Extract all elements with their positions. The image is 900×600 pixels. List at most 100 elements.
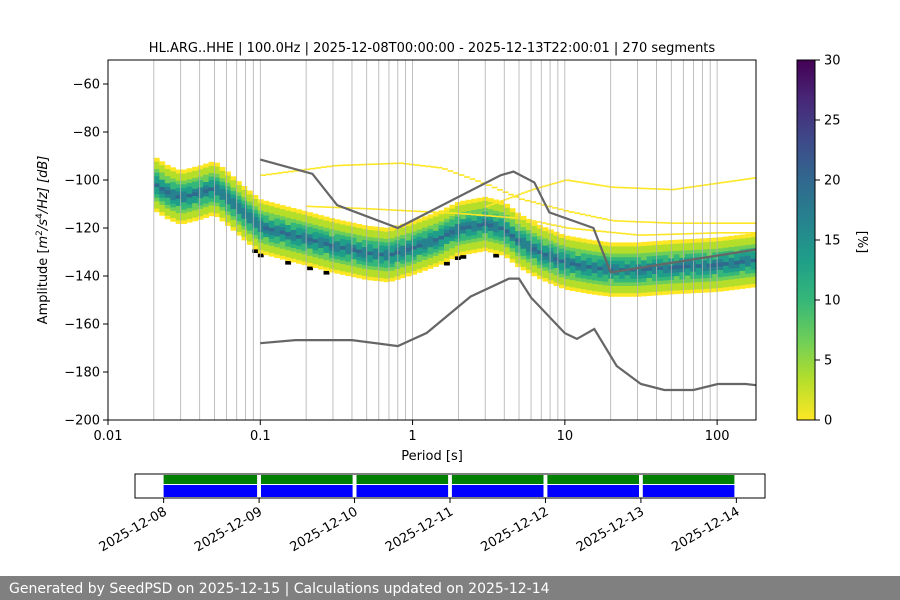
heatmap-cell — [301, 221, 308, 226]
heatmap-cell — [181, 216, 188, 221]
heatmap-cell — [367, 243, 374, 248]
heatmap-cell — [436, 211, 442, 214]
heatmap-cell — [186, 204, 193, 209]
heatmap-cell — [571, 227, 577, 230]
heatmap-cell — [181, 194, 188, 199]
heatmap-cell — [405, 254, 412, 259]
heatmap-cell — [564, 286, 571, 291]
heatmap-cell — [230, 194, 237, 199]
x-axis-label: Period [s] — [401, 449, 463, 464]
heatmap-cell — [290, 247, 297, 252]
heatmap-cell — [312, 235, 319, 240]
heatmap-cell — [386, 162, 393, 165]
heatmap-cell — [361, 268, 368, 273]
heatmap-cell — [515, 219, 522, 224]
heatmap-cell — [566, 179, 570, 182]
heatmap-cell — [443, 250, 450, 255]
heatmap-cell — [465, 203, 472, 208]
heatmap-cell — [378, 255, 385, 260]
heatmap-cell — [263, 211, 270, 216]
heatmap-cell — [181, 191, 188, 196]
heatmap-cell — [346, 207, 352, 209]
heatmap-cell — [650, 187, 655, 190]
heatmap-cell — [644, 187, 648, 190]
heatmap-cell — [334, 251, 341, 256]
heatmap-cell — [263, 200, 270, 205]
heatmap-cell — [383, 274, 390, 279]
heatmap-cell — [208, 176, 215, 181]
heatmap-cell — [597, 287, 604, 292]
heatmap-cell — [214, 184, 220, 189]
heatmap-cell — [553, 238, 560, 243]
heatmap-cell — [575, 248, 582, 253]
heatmap-cell — [329, 250, 335, 255]
heatmap-cell — [651, 277, 658, 282]
heatmap-cell — [367, 269, 374, 274]
heatmap-cell — [329, 261, 335, 266]
heatmap-cell — [364, 163, 371, 166]
heatmap-cell — [164, 172, 171, 177]
heatmap-cell — [225, 182, 231, 187]
heatmap-cell — [257, 224, 264, 229]
coverage-available-bar — [261, 475, 353, 484]
heatmap-cell — [526, 254, 532, 259]
heatmap-cell — [416, 236, 423, 241]
heatmap-cell — [329, 218, 335, 223]
heatmap-cell — [186, 218, 193, 223]
heatmap-cell — [686, 186, 691, 189]
heatmap-cell — [533, 188, 537, 190]
heatmap-cell — [164, 208, 171, 213]
heatmap-cell — [257, 199, 264, 204]
heatmap-cell — [712, 277, 719, 282]
heatmap-cell — [460, 200, 467, 205]
heatmap-cell — [553, 278, 560, 283]
heatmap-cell — [531, 229, 538, 234]
heatmap-cell — [378, 263, 385, 268]
heatmap-cell — [597, 284, 604, 289]
heatmap-cell — [411, 267, 417, 272]
heatmap-cell — [613, 246, 620, 250]
heatmap-cell — [750, 258, 757, 263]
heatmap-cell — [608, 264, 615, 268]
heatmap-cell — [651, 280, 658, 285]
heatmap-cell — [433, 241, 439, 246]
heatmap-cell — [651, 251, 658, 256]
heatmap-cell — [613, 278, 620, 283]
heatmap-cell — [175, 183, 182, 188]
heatmap-cell — [662, 258, 669, 263]
heatmap-cell — [580, 274, 587, 279]
heatmap-cell — [323, 267, 330, 272]
chart-title: HL.ARG..HHE | 100.0Hz | 2025-12-08T00:00… — [149, 41, 716, 56]
heatmap-cell — [745, 233, 751, 238]
heatmap-cell — [630, 242, 636, 247]
heatmap-cell — [219, 170, 226, 175]
heatmap-cell — [613, 271, 620, 276]
heatmap-cell — [296, 227, 303, 232]
heatmap-cell — [723, 243, 730, 248]
heatmap-cell — [416, 257, 423, 262]
heatmap-cell — [624, 289, 631, 294]
heatmap-cell — [164, 197, 171, 202]
heatmap-cell — [372, 226, 379, 231]
heatmap-cell — [186, 175, 193, 180]
heatmap-cell — [599, 184, 603, 187]
heatmap-cell — [186, 178, 193, 183]
heatmap-cell — [547, 258, 554, 263]
heatmap-cell — [750, 279, 757, 284]
data-coverage-timeline: 2025-12-08 2025-12-09 2025-12-10 2025-12-11… — [97, 473, 766, 555]
heatmap-cell — [469, 178, 476, 180]
heatmap-cell — [465, 246, 472, 251]
heatmap-cell — [618, 220, 625, 222]
heatmap-cell — [531, 225, 538, 230]
heatmap-cell — [170, 181, 177, 186]
heatmap-cell — [728, 243, 735, 248]
heatmap-cell — [569, 250, 576, 255]
heatmap-cell — [651, 259, 658, 264]
heatmap-cell — [590, 183, 594, 185]
heatmap-cell — [586, 286, 593, 291]
heatmap-cell — [192, 181, 199, 186]
heatmap-cell — [279, 223, 286, 228]
heatmap-cell — [684, 242, 691, 247]
heatmap-cell — [662, 280, 669, 284]
coverage-used-bar — [451, 485, 544, 497]
